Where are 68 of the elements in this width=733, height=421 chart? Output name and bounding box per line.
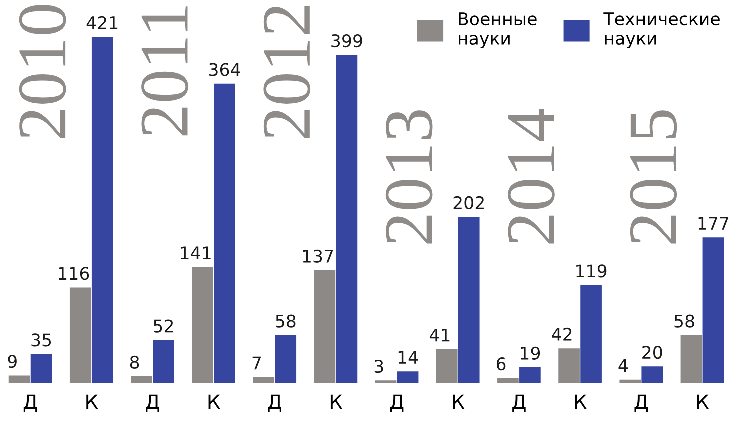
bar — [375, 380, 397, 384]
data-label: 3 — [374, 360, 384, 374]
bar — [498, 378, 519, 384]
bar — [642, 366, 664, 384]
data-label: 8 — [130, 356, 140, 370]
bar — [131, 376, 152, 384]
bar — [580, 285, 602, 384]
bar — [520, 367, 541, 384]
data-label: 116 — [59, 267, 90, 280]
bar — [458, 217, 480, 384]
annotation: 2011 — [142, 6, 188, 136]
data-label: 4 — [618, 359, 628, 372]
bar — [558, 348, 580, 384]
x-tick-label: К — [86, 394, 98, 409]
legend-label: Военные науки — [459, 12, 537, 48]
bar — [397, 372, 419, 384]
data-label: 9 — [8, 355, 17, 368]
annotation: 2014 — [508, 108, 555, 244]
data-label: 177 — [698, 217, 729, 230]
annotation: 2012 — [264, 6, 311, 138]
data-label: 52 — [154, 320, 174, 333]
data-label: 58 — [276, 314, 296, 328]
bar — [92, 37, 114, 384]
bar — [153, 340, 174, 384]
bar — [8, 376, 30, 384]
x-tick-label: К — [697, 394, 709, 409]
bar — [436, 349, 458, 384]
bar — [192, 267, 214, 384]
x-tick-label: К — [330, 394, 342, 409]
data-label: 119 — [576, 264, 607, 278]
x-tick-label: К — [453, 394, 465, 409]
data-label: 421 — [86, 16, 118, 30]
bar — [253, 377, 275, 384]
x-tick-label: Д — [24, 394, 38, 412]
annotation: 2010 — [19, 5, 66, 138]
x-tick-label: Д — [512, 394, 526, 412]
data-label: 202 — [454, 196, 484, 210]
x-tick-label: К — [575, 394, 587, 409]
bar — [680, 335, 702, 384]
data-label: 7 — [252, 356, 261, 370]
data-label: 6 — [496, 358, 506, 371]
x-tick-label: Д — [634, 394, 648, 412]
x-tick-label: К — [208, 394, 220, 409]
data-label: 19 — [521, 346, 540, 360]
annotation: 2013 — [386, 110, 433, 244]
data-label: 58 — [674, 314, 694, 328]
x-tick-label: Д — [390, 394, 404, 412]
x-tick-label: Д — [268, 394, 282, 412]
x-tick-label: Д — [146, 394, 160, 412]
bar — [70, 288, 92, 384]
data-label: 364 — [210, 63, 240, 76]
data-label: 41 — [430, 328, 450, 342]
bar — [214, 84, 236, 384]
data-label: 20 — [642, 346, 662, 360]
data-label: 14 — [398, 351, 418, 364]
data-label: 141 — [181, 246, 211, 260]
data-label: 399 — [332, 34, 362, 48]
legend-label: Технические науки — [604, 12, 720, 48]
annotation: 2015 — [630, 110, 678, 244]
bar — [314, 270, 336, 384]
bar — [336, 55, 358, 384]
data-label: 42 — [552, 328, 572, 341]
bar — [702, 238, 724, 384]
data-label: 35 — [32, 334, 52, 347]
bar — [620, 380, 642, 384]
data-label: 137 — [303, 250, 334, 263]
bar — [275, 335, 297, 384]
bar — [30, 354, 52, 384]
